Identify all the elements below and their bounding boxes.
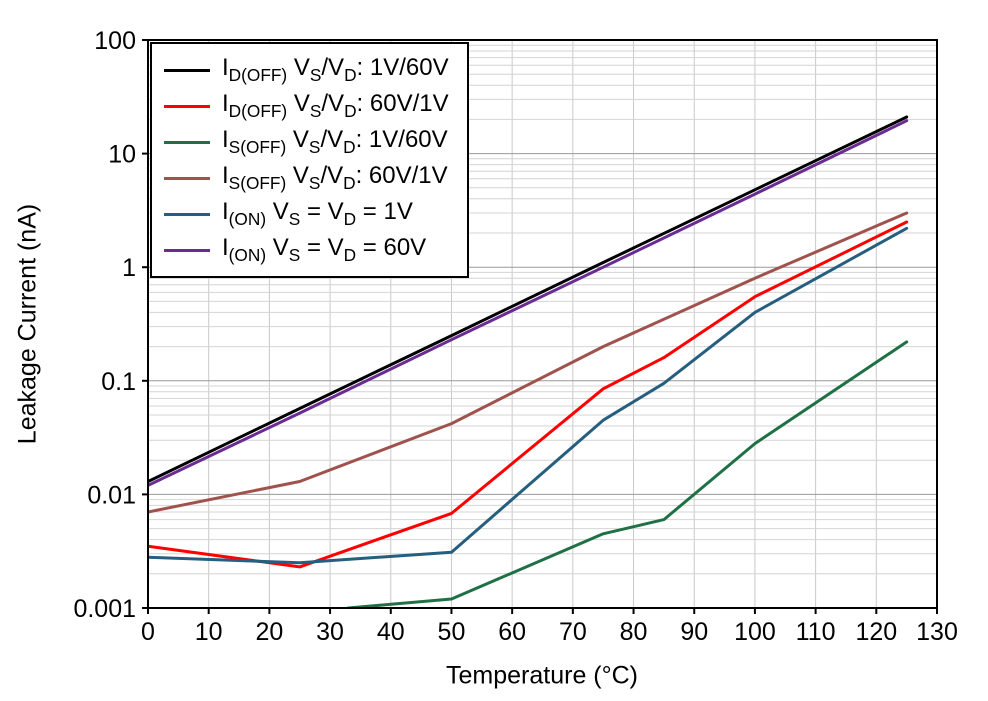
x-tick-label: 110 <box>796 618 836 646</box>
legend-item-1: ID(OFF) VS/VD: 60V/1V <box>164 88 449 124</box>
y-tick-label: 100 <box>94 27 136 55</box>
y-tick-label: 0.1 <box>101 368 136 396</box>
x-axis-label: Temperature (°C) <box>446 661 638 690</box>
x-tick-label: 130 <box>916 618 958 646</box>
legend-swatch <box>164 104 210 108</box>
plot-frame <box>147 39 938 609</box>
legend-label: IS(OFF) VS/VD: 60V/1V <box>222 162 448 193</box>
legend-label: IS(OFF) VS/VD: 1V/60V <box>222 126 448 157</box>
x-tick-label: 0 <box>141 618 155 646</box>
series-line-5 <box>148 119 909 487</box>
series-line-4 <box>148 226 909 565</box>
legend-label: ID(OFF) VS/VD: 60V/1V <box>222 90 449 121</box>
legend-item-4: I(ON) VS = VD = 1V <box>164 196 449 232</box>
series-line-2 <box>346 340 909 608</box>
legend-item-0: ID(OFF) VS/VD: 1V/60V <box>164 52 449 88</box>
legend-item-5: I(ON) VS = VD = 60V <box>164 232 449 268</box>
legend-item-2: IS(OFF) VS/VD: 1V/60V <box>164 124 449 160</box>
x-tick-label: 100 <box>734 618 776 646</box>
x-tick-label: 10 <box>195 618 223 646</box>
x-tick-label: 30 <box>316 618 344 646</box>
legend-label: I(ON) VS = VD = 1V <box>222 198 413 229</box>
x-tick-label: 40 <box>377 618 405 646</box>
y-axis-label: Leakage Current (nA) <box>13 203 42 445</box>
x-tick-label: 120 <box>855 618 897 646</box>
y-tick-label: 0.01 <box>87 481 136 509</box>
y-tick-label: 0.001 <box>73 595 136 623</box>
legend-swatch <box>164 176 210 180</box>
series-line-0 <box>148 115 909 483</box>
x-tick-label: 60 <box>498 618 526 646</box>
legend-swatch <box>164 248 210 252</box>
series-line-3 <box>148 211 909 514</box>
x-tick-label: 20 <box>255 618 283 646</box>
legend-label: ID(OFF) VS/VD: 1V/60V <box>222 54 449 85</box>
x-tick-label: 50 <box>438 618 466 646</box>
legend-label: I(ON) VS = VD = 60V <box>222 234 427 265</box>
legend-item-3: IS(OFF) VS/VD: 60V/1V <box>164 160 449 196</box>
legend-swatch <box>164 140 210 144</box>
y-tick-label: 1 <box>122 254 136 282</box>
x-tick-label: 70 <box>559 618 587 646</box>
series-line-1 <box>148 220 909 569</box>
legend-swatch <box>164 212 210 216</box>
y-tick-label: 10 <box>108 141 136 169</box>
x-tick-label: 90 <box>680 618 708 646</box>
x-tick-label: 80 <box>620 618 648 646</box>
legend-swatch <box>164 68 210 72</box>
legend: ID(OFF) VS/VD: 1V/60V ID(OFF) VS/VD: 60V/… <box>150 42 469 278</box>
